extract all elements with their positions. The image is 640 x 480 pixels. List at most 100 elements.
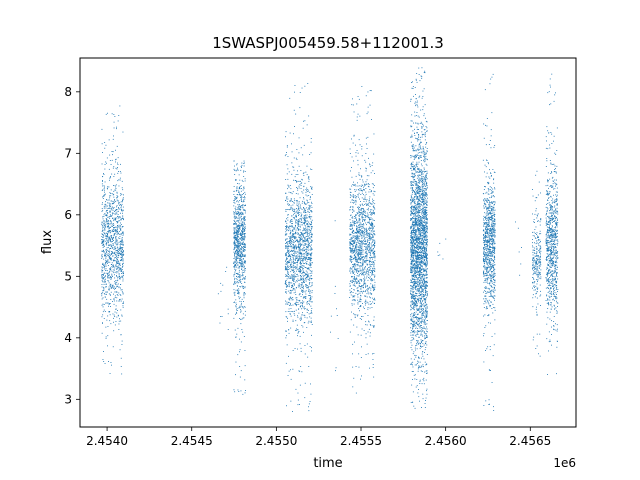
data-point (234, 174, 236, 175)
data-point (243, 250, 245, 251)
data-point (233, 263, 235, 264)
data-point (365, 290, 367, 292)
data-point (374, 203, 376, 205)
data-point (350, 291, 352, 293)
data-point (296, 200, 298, 201)
data-point (358, 238, 360, 239)
data-point (104, 265, 105, 267)
data-point (240, 237, 241, 239)
data-point (102, 278, 104, 280)
data-point (102, 359, 104, 360)
data-point (365, 230, 367, 232)
data-point (353, 134, 355, 136)
data-point (351, 238, 353, 240)
data-point (310, 298, 312, 300)
data-point (286, 316, 288, 318)
data-point (286, 222, 288, 224)
data-point (288, 254, 290, 256)
data-point (117, 271, 119, 273)
data-point (288, 260, 290, 262)
data-point (357, 212, 359, 214)
data-point (374, 286, 376, 288)
data-point (239, 250, 240, 252)
data-point (297, 228, 299, 230)
data-point (108, 202, 110, 204)
data-point (298, 312, 300, 314)
data-point (284, 234, 286, 236)
data-point (287, 156, 289, 157)
data-point (234, 260, 236, 262)
data-point (373, 376, 375, 378)
data-point (102, 250, 104, 252)
data-point (309, 273, 311, 274)
data-point (106, 220, 108, 222)
data-point (353, 296, 355, 298)
data-point (110, 257, 112, 259)
data-point (365, 239, 367, 241)
data-point (352, 211, 353, 213)
data-point (242, 278, 244, 280)
data-point (242, 307, 244, 309)
data-point (244, 233, 246, 234)
data-point (374, 256, 376, 258)
data-point (287, 178, 289, 180)
data-point (349, 280, 351, 282)
data-point (311, 270, 313, 272)
data-point (107, 112, 108, 114)
data-point (294, 251, 296, 252)
data-point (237, 290, 238, 292)
data-point (116, 145, 118, 147)
data-point (102, 262, 104, 264)
data-point (242, 238, 244, 239)
data-point (294, 238, 295, 240)
data-point (356, 253, 358, 255)
data-point (302, 230, 304, 232)
data-point (285, 231, 287, 233)
data-point (356, 232, 358, 234)
data-point (374, 225, 375, 227)
data-point (107, 202, 109, 204)
data-point (414, 284, 415, 286)
data-point (287, 265, 289, 267)
data-point (366, 252, 368, 254)
data-point (121, 210, 122, 211)
data-point (367, 248, 368, 250)
data-point (357, 287, 359, 289)
data-point (118, 265, 120, 267)
data-point (305, 232, 307, 233)
data-point (306, 303, 308, 305)
data-point (234, 301, 235, 303)
data-point (415, 172, 417, 173)
data-point (361, 175, 363, 177)
data-point (372, 187, 374, 189)
data-point (294, 266, 296, 268)
data-point (288, 355, 289, 357)
data-point (234, 220, 236, 222)
data-point (310, 231, 312, 233)
data-point (299, 252, 301, 254)
data-point (297, 332, 299, 334)
data-point (297, 205, 299, 207)
data-point (292, 255, 294, 256)
data-point (119, 105, 121, 107)
data-point (351, 217, 353, 219)
data-point (112, 217, 114, 219)
data-point (360, 229, 361, 231)
data-point (374, 268, 376, 270)
data-point (244, 260, 246, 262)
data-point (107, 244, 109, 246)
data-point (288, 246, 290, 247)
data-point (360, 288, 361, 290)
data-point (235, 237, 237, 239)
data-point (357, 280, 359, 282)
data-point (285, 300, 286, 302)
data-point (369, 260, 371, 261)
data-point (361, 265, 363, 267)
data-point (368, 303, 370, 305)
data-point (235, 223, 237, 225)
data-point (236, 310, 238, 311)
data-point (295, 330, 297, 331)
data-point (411, 181, 413, 183)
data-point (307, 253, 309, 254)
data-point (235, 223, 237, 225)
